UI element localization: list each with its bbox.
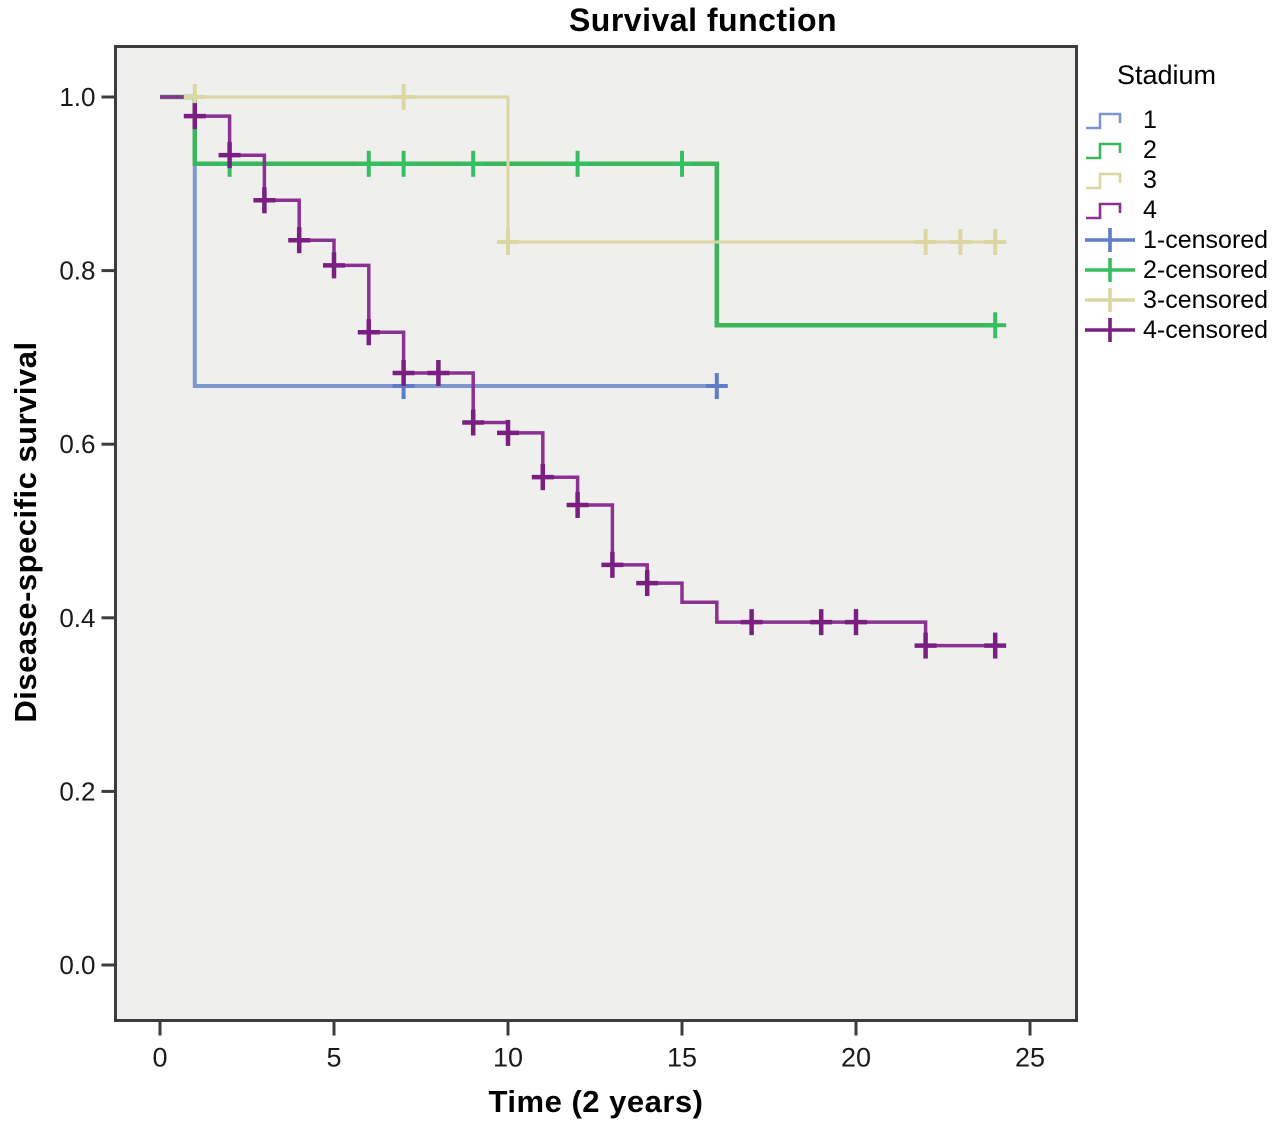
y-tick-label: 0.2 xyxy=(59,776,95,806)
step-line-glyph xyxy=(1086,142,1122,160)
legend-item-label: 4 xyxy=(1143,195,1157,224)
legend-title: Stadium xyxy=(1117,60,1217,90)
plot-panel xyxy=(114,45,1078,1022)
step-line-glyph xyxy=(1086,112,1122,130)
series-4-line xyxy=(160,95,996,648)
x-tick-label: 10 xyxy=(493,1043,523,1073)
plus-glyph xyxy=(1085,228,1135,252)
legend-item-4-censored: 4-censored xyxy=(1084,315,1268,345)
legend-item-label: 1-censored xyxy=(1143,225,1269,254)
legend-item-3: 3 xyxy=(1084,165,1268,195)
x-tick-label: 20 xyxy=(841,1043,871,1073)
y-tick-label: 0.0 xyxy=(59,950,95,980)
legend-item-1: 1 xyxy=(1084,105,1268,135)
x-tick-label: 0 xyxy=(152,1043,167,1073)
censored-plus-icon xyxy=(1085,318,1135,342)
legend-item-2-censored: 2-censored xyxy=(1084,255,1268,285)
censored-plus-icon xyxy=(1085,288,1135,312)
legend-item-4: 4 xyxy=(1084,195,1268,225)
legend-item-label: 3-censored xyxy=(1143,285,1269,314)
series-3-line xyxy=(160,95,996,244)
chart-title: Survival function xyxy=(568,2,838,38)
series-4-censored-markers xyxy=(183,103,1007,659)
x-tick-label: 15 xyxy=(667,1043,697,1073)
y-tick-label: 1.0 xyxy=(59,82,95,112)
y-tick-label: 0.8 xyxy=(59,256,95,286)
legend-item-3-censored: 3-censored xyxy=(1084,285,1268,315)
x-tick-label: 25 xyxy=(1015,1043,1045,1073)
legend-item-label: 2-censored xyxy=(1143,255,1269,284)
step-line-icon xyxy=(1086,112,1122,130)
step-line-glyph xyxy=(1086,202,1122,220)
legend-item-label: 1 xyxy=(1143,105,1157,134)
legend: Stadium 1 2 3 4 1-censored 2-censored 3-censor… xyxy=(1084,60,1268,345)
y-tick-label: 0.6 xyxy=(59,429,95,459)
step-line-glyph xyxy=(1086,172,1122,190)
step-line-icon xyxy=(1086,202,1122,220)
plus-glyph xyxy=(1085,288,1135,312)
x-tick-label: 5 xyxy=(326,1043,341,1073)
legend-item-label: 2 xyxy=(1143,135,1157,164)
x-axis-label: Time (2 years) xyxy=(488,1084,704,1119)
legend-item-1-censored: 1-censored xyxy=(1084,225,1268,255)
plus-glyph xyxy=(1085,318,1135,342)
step-line-icon xyxy=(1086,142,1122,160)
censored-plus-icon xyxy=(1085,228,1135,252)
legend-item-label: 3 xyxy=(1143,165,1157,194)
step-line-icon xyxy=(1086,172,1122,190)
series-1-censored-markers xyxy=(392,373,728,400)
legend-items: 1 2 3 4 1-censored 2-censored 3-censored 4-cens… xyxy=(1084,105,1268,345)
legend-item-2: 2 xyxy=(1084,135,1268,165)
legend-item-label: 4-censored xyxy=(1143,315,1269,344)
series-3-censored-markers xyxy=(183,84,1007,255)
y-tick-label: 0.4 xyxy=(59,603,95,633)
plus-glyph xyxy=(1085,258,1135,282)
censored-plus-icon xyxy=(1085,258,1135,282)
